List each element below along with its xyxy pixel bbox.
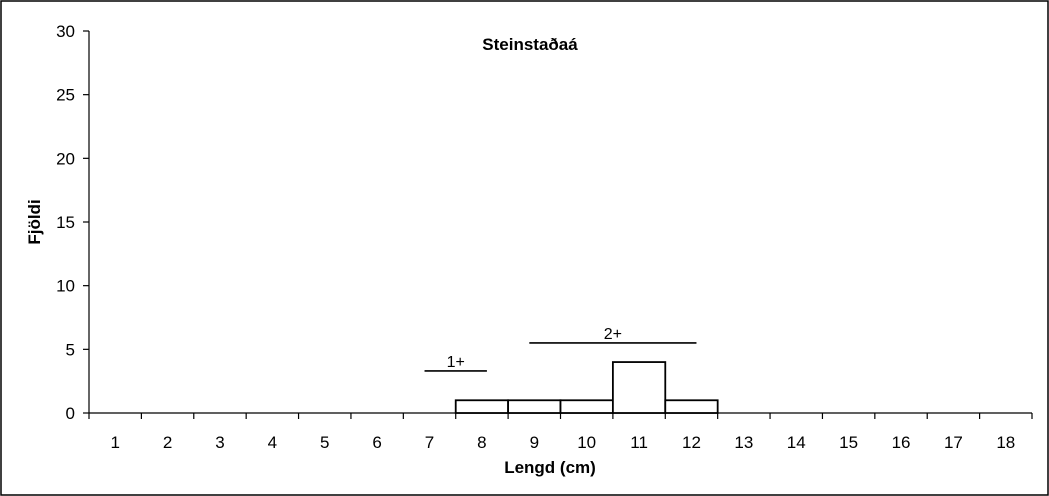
x-tick-label: 8 — [477, 433, 486, 452]
x-tick-label: 9 — [530, 433, 539, 452]
x-tick-label: 16 — [892, 433, 911, 452]
y-tick-label: 30 — [56, 22, 75, 41]
x-tick-label: 10 — [577, 433, 596, 452]
bar — [611, 361, 667, 414]
x-tick-label: 1 — [110, 433, 119, 452]
y-tick-label: 25 — [56, 86, 75, 105]
y-tick-label: 10 — [56, 277, 75, 296]
y-axis-title: Fjöldi — [25, 199, 44, 244]
x-axis-title: Lengd (cm) — [504, 458, 596, 477]
x-tick-label: 7 — [425, 433, 434, 452]
y-tick-label: 5 — [66, 340, 75, 359]
x-tick-label: 14 — [787, 433, 806, 452]
x-tick-label: 12 — [682, 433, 701, 452]
x-tick-label: 5 — [320, 433, 329, 452]
x-tick-label: 15 — [839, 433, 858, 452]
x-tick-label: 6 — [372, 433, 381, 452]
age-group-label: 2+ — [604, 326, 622, 343]
x-tick-label: 11 — [630, 433, 648, 452]
bar — [454, 399, 510, 414]
age-group-label: 1+ — [447, 354, 465, 371]
y-tick-label: 15 — [56, 213, 75, 232]
x-tick-label: 18 — [996, 433, 1015, 452]
bar — [559, 399, 614, 414]
bar — [507, 399, 562, 414]
x-tick-label: 13 — [734, 433, 753, 452]
x-tick-label: 2 — [163, 433, 172, 452]
y-tick-label: 0 — [66, 404, 75, 423]
bar — [664, 399, 719, 414]
x-tick-label: 3 — [215, 433, 224, 452]
x-tick-label: 4 — [268, 433, 277, 452]
x-tick-label: 17 — [944, 433, 963, 452]
chart-title: Steinstaðaá — [482, 35, 578, 54]
y-tick-label: 20 — [56, 149, 75, 168]
